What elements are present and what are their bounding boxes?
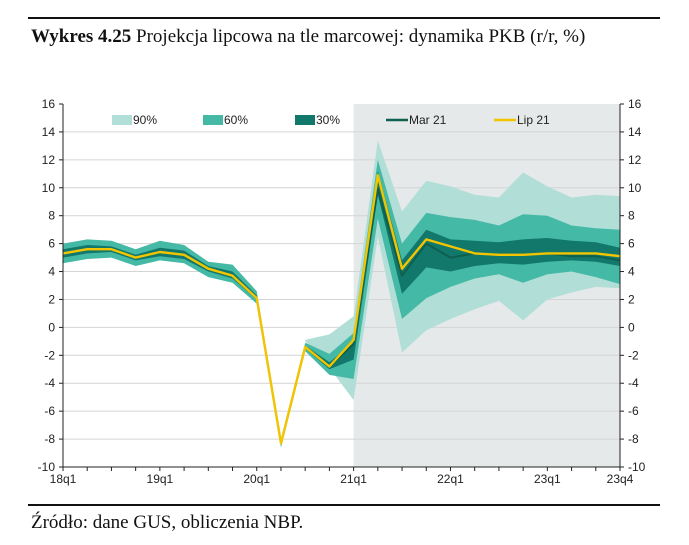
y-tick-label-right: 0 xyxy=(628,320,635,334)
x-tick-label: 21q1 xyxy=(340,472,367,486)
y-tick-label-left: 10 xyxy=(42,181,56,195)
y-tick-label-left: 4 xyxy=(48,265,55,279)
legend-label: Lip 21 xyxy=(517,113,550,127)
y-tick-label-right: -10 xyxy=(628,460,646,474)
y-tick-label-left: 16 xyxy=(42,97,56,111)
x-tick-label: 18q1 xyxy=(50,472,77,486)
x-tick-label: 23q4 xyxy=(607,472,634,486)
bottom-rule xyxy=(28,504,660,506)
legend-label: 60% xyxy=(224,113,248,127)
caption-prefix: Wykres 4.25 xyxy=(31,26,132,47)
y-tick-label-right: 14 xyxy=(628,125,642,139)
legend-swatch xyxy=(203,115,223,125)
x-tick-label: 19q1 xyxy=(147,472,174,486)
y-tick-label-right: -8 xyxy=(628,432,639,446)
chart-caption: Wykres 4.25 Projekcja lipcowa na tle mar… xyxy=(31,24,661,49)
y-tick-label-left: 12 xyxy=(42,153,56,167)
series-line-lip-21 xyxy=(62,173,621,445)
y-tick-label-left: 14 xyxy=(42,125,56,139)
caption-title: Projekcja lipcowa na tle marcowej: dynam… xyxy=(136,26,586,47)
legend-swatch xyxy=(295,115,315,125)
y-tick-label-left: -10 xyxy=(38,460,56,474)
y-tick-label-right: 6 xyxy=(628,237,635,251)
y-tick-label-left: -2 xyxy=(44,348,55,362)
y-tick-label-left: -8 xyxy=(44,432,55,446)
y-tick-label-right: 10 xyxy=(628,181,642,195)
x-tick-label: 20q1 xyxy=(243,472,270,486)
y-tick-label-right: 4 xyxy=(628,265,635,279)
y-tick-label-right: 12 xyxy=(628,153,642,167)
y-tick-label-right: -4 xyxy=(628,376,639,390)
y-tick-label-right: 2 xyxy=(628,292,635,306)
legend-label: 30% xyxy=(316,113,340,127)
fan-bands xyxy=(63,140,620,448)
x-tick-label: 22q1 xyxy=(437,472,464,486)
legend-label: Mar 21 xyxy=(409,113,447,127)
legend-swatch xyxy=(112,115,132,125)
top-rule xyxy=(28,17,660,19)
y-tick-label-left: 0 xyxy=(48,320,55,334)
legend-label: 90% xyxy=(133,113,157,127)
y-tick-label-right: 16 xyxy=(628,97,642,111)
y-tick-label-right: -2 xyxy=(628,348,639,362)
y-tick-label-left: 6 xyxy=(48,237,55,251)
y-tick-label-left: -4 xyxy=(44,376,55,390)
y-tick-label-right: -6 xyxy=(628,404,639,418)
x-tick-label: 23q1 xyxy=(534,472,561,486)
band-60-area xyxy=(63,159,620,448)
y-tick-label-right: 8 xyxy=(628,209,635,223)
source-note: Źródło: dane GUS, obliczenia NBP. xyxy=(31,512,304,533)
y-tick-label-left: 8 xyxy=(48,209,55,223)
y-tick-label-left: -6 xyxy=(44,404,55,418)
axes: -10 -10 -8 -8 -6 -6 -4 -4 -2 -2 0 0 2 2 4 4 6 6 8 8 10 10 12 12… xyxy=(38,97,646,486)
series-lines xyxy=(62,173,621,445)
y-tick-label-left: 2 xyxy=(48,292,55,306)
legend: 90% 60% 30% Mar 21 Lip 21 xyxy=(112,113,550,127)
